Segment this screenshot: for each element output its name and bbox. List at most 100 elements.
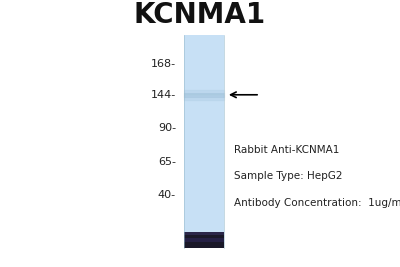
- Bar: [184, 159, 224, 160]
- Bar: [184, 220, 224, 221]
- Bar: [184, 174, 224, 175]
- Bar: [184, 201, 224, 202]
- Bar: [184, 180, 224, 181]
- Bar: [184, 242, 224, 243]
- Bar: [184, 156, 224, 157]
- Bar: [184, 158, 224, 159]
- Bar: [184, 99, 224, 100]
- Bar: [184, 107, 224, 108]
- Bar: [184, 210, 224, 211]
- Bar: [184, 241, 224, 242]
- Bar: [184, 96, 224, 97]
- Bar: [184, 198, 224, 199]
- Bar: [184, 169, 224, 170]
- Bar: [184, 199, 224, 200]
- Bar: [184, 145, 224, 146]
- Bar: [184, 38, 224, 39]
- Bar: [184, 212, 224, 213]
- Bar: [184, 175, 224, 176]
- Text: KCNMA1: KCNMA1: [134, 1, 266, 29]
- Bar: [184, 68, 224, 69]
- Bar: [184, 196, 224, 197]
- Bar: [184, 95, 224, 96]
- Bar: [184, 237, 224, 238]
- Bar: [184, 208, 224, 209]
- Bar: [184, 67, 224, 68]
- Bar: [184, 91, 224, 92]
- Bar: [184, 147, 224, 148]
- Bar: [184, 120, 224, 121]
- Bar: [184, 203, 224, 204]
- Bar: [184, 44, 224, 45]
- Bar: [184, 129, 224, 130]
- Bar: [184, 195, 224, 196]
- Bar: [184, 45, 224, 46]
- Bar: [184, 166, 224, 167]
- Bar: [184, 47, 224, 48]
- Bar: [184, 63, 224, 64]
- Bar: [184, 246, 224, 247]
- Bar: [184, 164, 224, 165]
- Bar: [184, 186, 224, 187]
- Text: 144-: 144-: [151, 90, 176, 100]
- Bar: [184, 90, 224, 91]
- Bar: [184, 122, 224, 123]
- Bar: [184, 140, 224, 141]
- Bar: [184, 213, 224, 214]
- Text: 65-: 65-: [158, 156, 176, 167]
- Bar: [184, 73, 224, 74]
- Bar: [184, 172, 224, 173]
- Bar: [184, 177, 224, 178]
- Bar: [184, 181, 224, 182]
- Bar: [184, 238, 224, 242]
- Bar: [184, 89, 224, 90]
- Bar: [184, 78, 224, 79]
- Text: 90-: 90-: [158, 123, 176, 133]
- Bar: [184, 70, 224, 71]
- Bar: [184, 153, 224, 154]
- Bar: [184, 117, 224, 118]
- Bar: [184, 197, 224, 198]
- Bar: [184, 69, 224, 70]
- Bar: [184, 42, 224, 43]
- Bar: [184, 157, 224, 158]
- Bar: [184, 97, 224, 98]
- Bar: [184, 167, 224, 168]
- Bar: [184, 57, 224, 58]
- Bar: [184, 46, 224, 47]
- Bar: [184, 165, 224, 166]
- Bar: [184, 108, 224, 109]
- Bar: [184, 77, 224, 78]
- Bar: [184, 132, 224, 133]
- Bar: [184, 102, 224, 103]
- Bar: [184, 110, 224, 111]
- Bar: [184, 206, 224, 207]
- Bar: [184, 214, 224, 215]
- Bar: [184, 221, 224, 222]
- Bar: [184, 146, 224, 147]
- Bar: [184, 142, 224, 143]
- Bar: [184, 200, 224, 201]
- Bar: [184, 52, 224, 53]
- Bar: [184, 56, 224, 57]
- Bar: [184, 72, 224, 73]
- Bar: [184, 139, 224, 140]
- Bar: [184, 136, 224, 137]
- Bar: [184, 234, 224, 235]
- Bar: [184, 225, 224, 226]
- Bar: [184, 204, 224, 205]
- Bar: [184, 222, 224, 223]
- Bar: [184, 202, 224, 203]
- Bar: [184, 178, 224, 179]
- Bar: [184, 98, 224, 99]
- Bar: [184, 217, 224, 218]
- Bar: [184, 86, 224, 87]
- Bar: [184, 62, 224, 63]
- Bar: [184, 232, 224, 248]
- Bar: [184, 103, 224, 104]
- Bar: [184, 106, 224, 107]
- Bar: [184, 152, 224, 153]
- Bar: [184, 85, 224, 86]
- Bar: [184, 134, 224, 135]
- Bar: [184, 94, 224, 95]
